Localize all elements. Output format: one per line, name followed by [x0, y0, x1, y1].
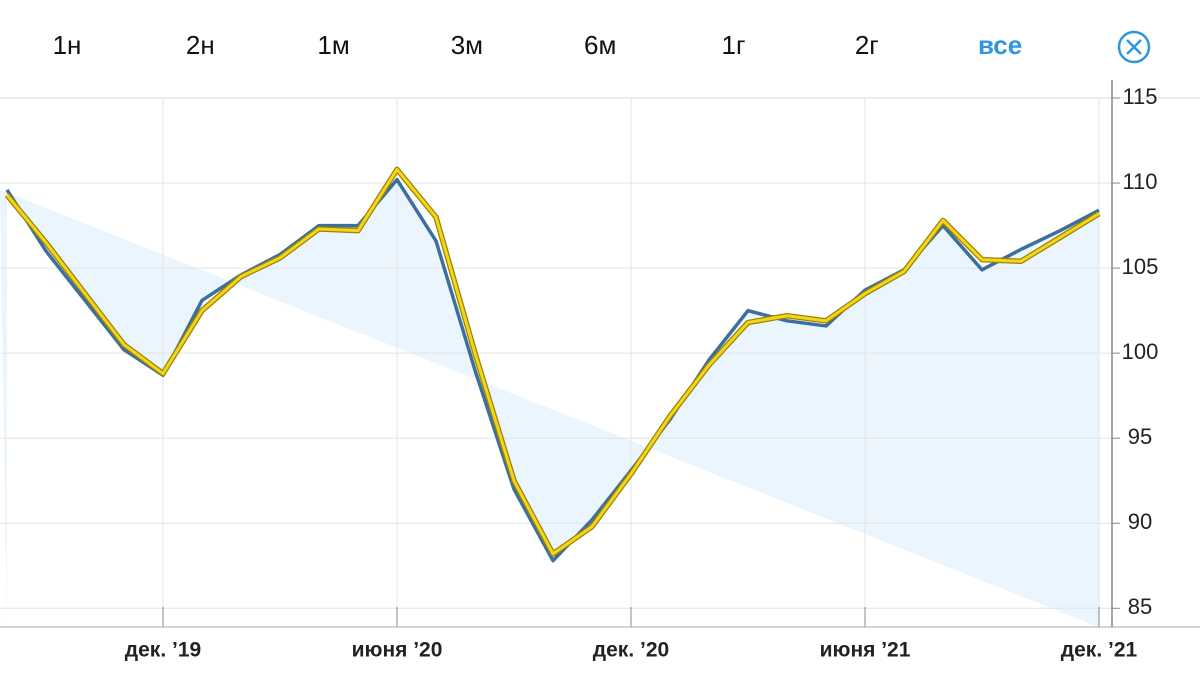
x-tick-label: дек. ’19 [125, 639, 201, 662]
y-tick-label: 100 [1122, 339, 1159, 364]
plot [0, 97, 1112, 627]
period-tab[interactable]: 1н [53, 30, 82, 60]
period-tab[interactable]: 1м [317, 30, 349, 60]
period-tab[interactable]: 2г [855, 30, 879, 60]
period-tab[interactable]: 1г [722, 30, 746, 60]
period-tab[interactable]: 2н [186, 30, 215, 60]
x-tick-label: июня ’21 [820, 639, 911, 662]
series-line [5, 167, 1100, 556]
x-tick-label: июня ’20 [352, 639, 443, 662]
price-area [0, 179, 1099, 627]
y-tick-label: 95 [1128, 424, 1152, 449]
period-tab[interactable]: все [978, 30, 1022, 60]
y-tick-label: 110 [1122, 169, 1157, 194]
y-tick-label: 90 [1128, 509, 1152, 534]
period-tab[interactable]: 3м [451, 30, 483, 60]
period-tab[interactable]: 6м [584, 30, 616, 60]
close-icon[interactable] [1117, 30, 1151, 64]
y-tick-label: 115 [1122, 84, 1157, 109]
x-tick-label: дек. ’20 [593, 639, 669, 662]
x-tick-label: дек. ’21 [1061, 639, 1138, 662]
y-tick-label: 105 [1122, 254, 1159, 279]
y-tick-label: 85 [1128, 594, 1152, 619]
close-button[interactable] [1117, 30, 1151, 64]
close-cross[interactable] [1126, 39, 1142, 55]
